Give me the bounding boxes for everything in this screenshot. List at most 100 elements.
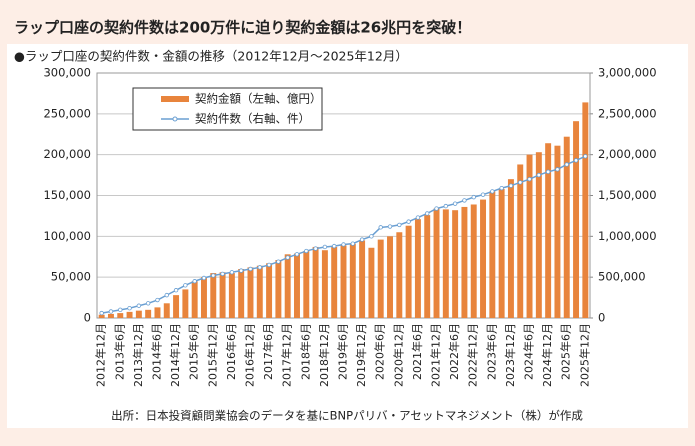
x-tick-label: 2018年12月 [317, 323, 331, 387]
line-marker [397, 222, 402, 228]
bar [340, 245, 347, 318]
bar [331, 246, 338, 318]
line-marker [425, 211, 430, 216]
x-tick-label: 2012年12月 [94, 323, 108, 387]
bar [191, 281, 198, 318]
bar [545, 143, 552, 318]
line-marker [164, 292, 169, 298]
y2-tick-label: 0 [598, 311, 605, 325]
line-marker [183, 283, 188, 288]
bar [256, 265, 263, 318]
x-tick-label: 2016年6月 [224, 323, 238, 380]
line-marker [118, 307, 123, 313]
bar [414, 219, 421, 318]
line-marker [211, 273, 216, 278]
bar [554, 145, 561, 318]
bar [126, 311, 133, 318]
x-tick-label: 2015年12月 [205, 323, 219, 387]
line-marker [294, 252, 300, 257]
y2-tick-label: 1,500,000 [598, 188, 657, 202]
chart-subtitle: ●ラップ口座の契約件数・金額の推移（2012年12月～2025年12月） [14, 49, 408, 64]
bar [526, 154, 533, 318]
line-marker [499, 185, 504, 191]
bar [210, 273, 217, 318]
line-marker [136, 303, 142, 308]
line-marker [285, 255, 290, 260]
bar [98, 314, 105, 318]
x-tick-label: 2014年12月 [168, 323, 182, 387]
line-marker [573, 158, 579, 163]
y2-tick-label: 2,000,000 [598, 147, 657, 161]
bar [535, 152, 542, 318]
x-tick-label: 2024年6月 [522, 323, 536, 380]
line-marker [201, 275, 207, 281]
bar [117, 313, 124, 318]
x-tick-label: 2020年12月 [391, 323, 405, 387]
line-marker [378, 225, 383, 230]
bar [442, 209, 449, 318]
bar [275, 260, 282, 318]
x-tick-label: 2024年12月 [540, 323, 554, 387]
bar [228, 273, 235, 318]
line-marker [331, 243, 337, 249]
line-marker [127, 306, 132, 311]
x-tick-label: 2015年6月 [187, 323, 201, 380]
line-marker [359, 237, 365, 242]
line-marker [145, 301, 151, 306]
bar [238, 269, 245, 318]
line-marker [238, 268, 244, 273]
line-marker [387, 224, 393, 229]
line-marker [173, 288, 179, 293]
bar [182, 289, 189, 318]
y2-tick-label: 3,000,000 [598, 66, 657, 80]
legend-label: 契約件数（右軸、件） [195, 112, 310, 126]
line-marker [415, 215, 421, 220]
line-marker [322, 244, 328, 250]
y-tick-label: 50,000 [51, 270, 91, 284]
line-marker [155, 297, 160, 303]
x-tick-label: 2022年12月 [466, 323, 480, 387]
legend-swatch [161, 96, 189, 102]
bar [247, 267, 254, 318]
x-tick-label: 2021年12月 [429, 323, 443, 387]
legend-box [132, 87, 323, 131]
bar [563, 136, 570, 318]
bar [582, 102, 589, 319]
y-tick-label: 300,000 [43, 66, 91, 80]
line-marker [406, 219, 411, 224]
bar [470, 204, 477, 318]
bar [387, 236, 393, 318]
x-tick-label: 2017年6月 [261, 323, 275, 380]
bar [200, 277, 207, 318]
x-tick-label: 2017年12月 [280, 323, 294, 387]
line-marker [527, 176, 532, 182]
x-tick-label: 2022年6月 [447, 323, 461, 380]
bar [303, 251, 310, 318]
line-marker [99, 310, 104, 316]
line-marker [490, 189, 495, 194]
line-marker [350, 241, 356, 246]
line-marker [229, 270, 235, 275]
x-tick-label: 2025年12月 [577, 323, 591, 387]
bar [507, 179, 514, 318]
line-marker [108, 309, 114, 314]
line-marker [443, 203, 449, 209]
x-tick-label: 2018年6月 [298, 323, 312, 380]
bar [424, 215, 431, 318]
bar [359, 240, 366, 318]
bar [284, 254, 291, 318]
y-tick-label: 0 [84, 311, 91, 325]
line-marker [434, 206, 439, 211]
bar [461, 206, 468, 318]
bar [135, 310, 142, 318]
line-marker [304, 248, 309, 254]
line-marker [508, 183, 514, 188]
x-tick-label: 2020年6月 [373, 323, 387, 380]
bar [368, 247, 375, 318]
x-tick-label: 2019年6月 [336, 323, 350, 380]
x-tick-label: 2014年6月 [149, 323, 163, 380]
bar [219, 272, 226, 318]
x-tick-label: 2023年12月 [503, 323, 517, 387]
